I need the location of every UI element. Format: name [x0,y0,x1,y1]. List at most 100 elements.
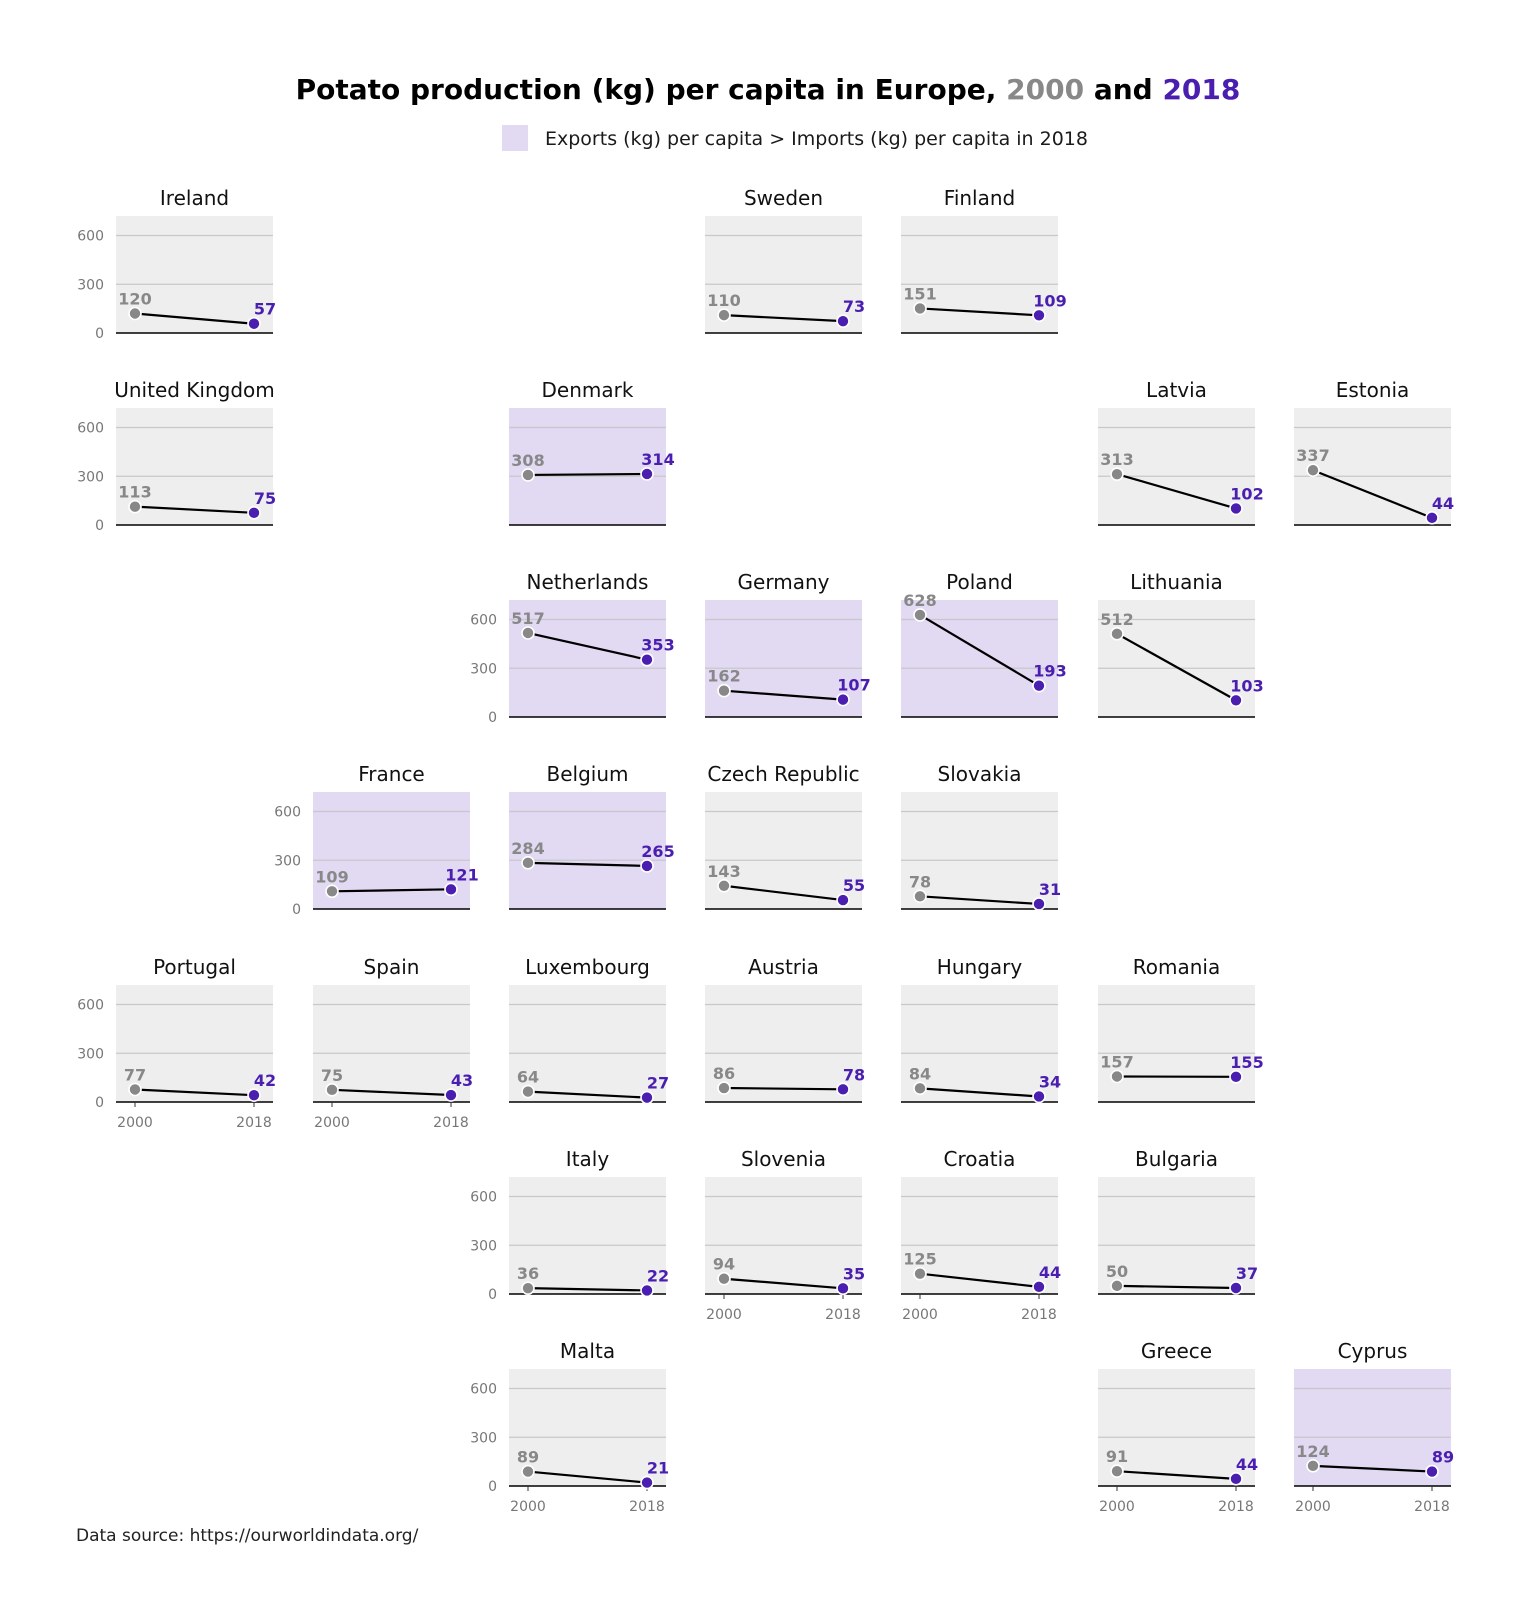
value-label-2018: 121 [445,865,478,884]
series-line [134,312,255,325]
point-2018 [1229,1281,1243,1295]
value-label-2018: 37 [1236,1264,1258,1283]
panel-belgium: Belgium 284 265 [509,762,675,910]
x-tick-label: 2018 [629,1499,665,1515]
series-line [1116,473,1237,510]
panel-title: Sweden [744,186,823,210]
point-2000 [1110,1279,1124,1293]
series-line [723,1086,844,1091]
point-2000 [521,1084,535,1099]
value-label-2000: 77 [124,1065,146,1084]
y-tick-label: 600 [77,229,104,245]
series-line [723,884,844,902]
y-tick-label: 0 [95,518,104,534]
panel-slovenia: Slovenia 2000 2018 94 35 [705,1147,865,1323]
panel-poland: Poland 628 193 [901,570,1067,718]
value-label-2000: 94 [713,1255,735,1274]
point-2000 [717,683,731,698]
series-line [331,888,452,893]
series-line [134,505,255,514]
panel-title: Czech Republic [707,762,859,786]
series-line [723,1277,844,1290]
point-2000 [913,889,927,904]
value-label-2000: 124 [1296,1442,1329,1461]
chart-title-prefix: Potato production (kg) per capita in Eur… [296,73,1007,106]
value-label-2018: 44 [1236,1455,1258,1474]
point-2000 [1306,463,1320,478]
series-line [919,307,1040,317]
value-label-2018: 314 [641,450,674,469]
y-tick-label: 300 [470,1238,497,1254]
x-tick-label: 2000 [510,1499,546,1515]
point-2000 [521,1281,535,1295]
x-tick-label: 2018 [825,1307,861,1323]
x-tick-label: 2018 [236,1115,272,1131]
point-2018 [444,1088,458,1102]
point-2000 [325,884,339,899]
small-multiples: Ireland 0 300 600 120 57 Sweden 110 73 Finland 151… [77,186,1454,1515]
panel-title: Portugal [153,955,236,979]
point-2018 [1032,308,1046,323]
y-tick-label: 600 [77,998,104,1014]
point-2000 [128,499,142,514]
point-2018 [1229,501,1243,516]
value-label-2000: 84 [909,1064,931,1083]
series-line [527,861,648,868]
series-line [919,614,1040,687]
value-label-2018: 42 [254,1071,276,1090]
point-2018 [836,314,850,328]
panel-france: France 0 300 600 109 121 [274,762,478,918]
y-tick-label: 300 [470,661,497,677]
panel-title: Finland [944,186,1015,210]
legend-swatch [502,125,528,151]
panel-netherlands: Netherlands 0 300 600 517 353 [470,570,674,726]
value-label-2018: 44 [1432,494,1454,513]
value-label-2018: 89 [1432,1448,1454,1467]
series-line [527,631,648,661]
point-2018 [1425,511,1439,525]
value-label-2018: 44 [1039,1263,1061,1282]
series-line [331,1088,452,1097]
series-line [1312,469,1433,519]
value-label-2000: 75 [321,1066,343,1085]
panel-background [1098,985,1255,1102]
point-2000 [521,626,535,640]
point-2018 [1229,1070,1243,1084]
x-tick-label: 2000 [117,1115,153,1131]
point-2000 [717,878,731,893]
series-line [527,1287,648,1292]
x-tick-label: 2018 [1218,1499,1254,1515]
chart-title: Potato production (kg) per capita in Eur… [296,73,1241,106]
value-label-2000: 162 [707,667,740,686]
point-2000 [913,301,927,316]
legend-label: Exports (kg) per capita > Imports (kg) p… [545,128,1088,150]
x-tick-label: 2000 [1295,1499,1331,1515]
panel-title: Luxembourg [525,955,650,979]
point-2000 [128,1082,142,1097]
value-label-2000: 113 [118,483,151,502]
value-label-2018: 73 [843,297,865,316]
panel-austria: Austria 86 78 [705,955,865,1103]
panel-background [705,792,862,909]
point-2000 [717,1081,731,1095]
panel-title: Austria [748,955,819,979]
panel-romania: Romania 157 155 [1098,955,1264,1103]
panel-title: Belgium [547,762,629,786]
panel-denmark: Denmark 308 314 [509,378,675,526]
panel-title: Bulgaria [1135,1147,1218,1171]
value-label-2000: 78 [909,872,931,891]
value-label-2018: 43 [451,1071,473,1090]
point-2018 [640,652,654,667]
value-label-2000: 337 [1296,446,1329,465]
data-source: Data source: https://ourworldindata.org/ [76,1526,419,1546]
point-2000 [1306,1459,1320,1473]
panel-czech-republic: Czech Republic 143 55 [705,762,865,910]
x-tick-label: 2018 [1414,1499,1450,1515]
panel-title: Germany [738,570,830,594]
panel-title: Croatia [944,1147,1016,1171]
point-2000 [128,306,142,321]
panel-title: France [358,762,425,786]
panel-luxembourg: Luxembourg 64 27 [509,955,669,1105]
point-2018 [836,692,850,707]
